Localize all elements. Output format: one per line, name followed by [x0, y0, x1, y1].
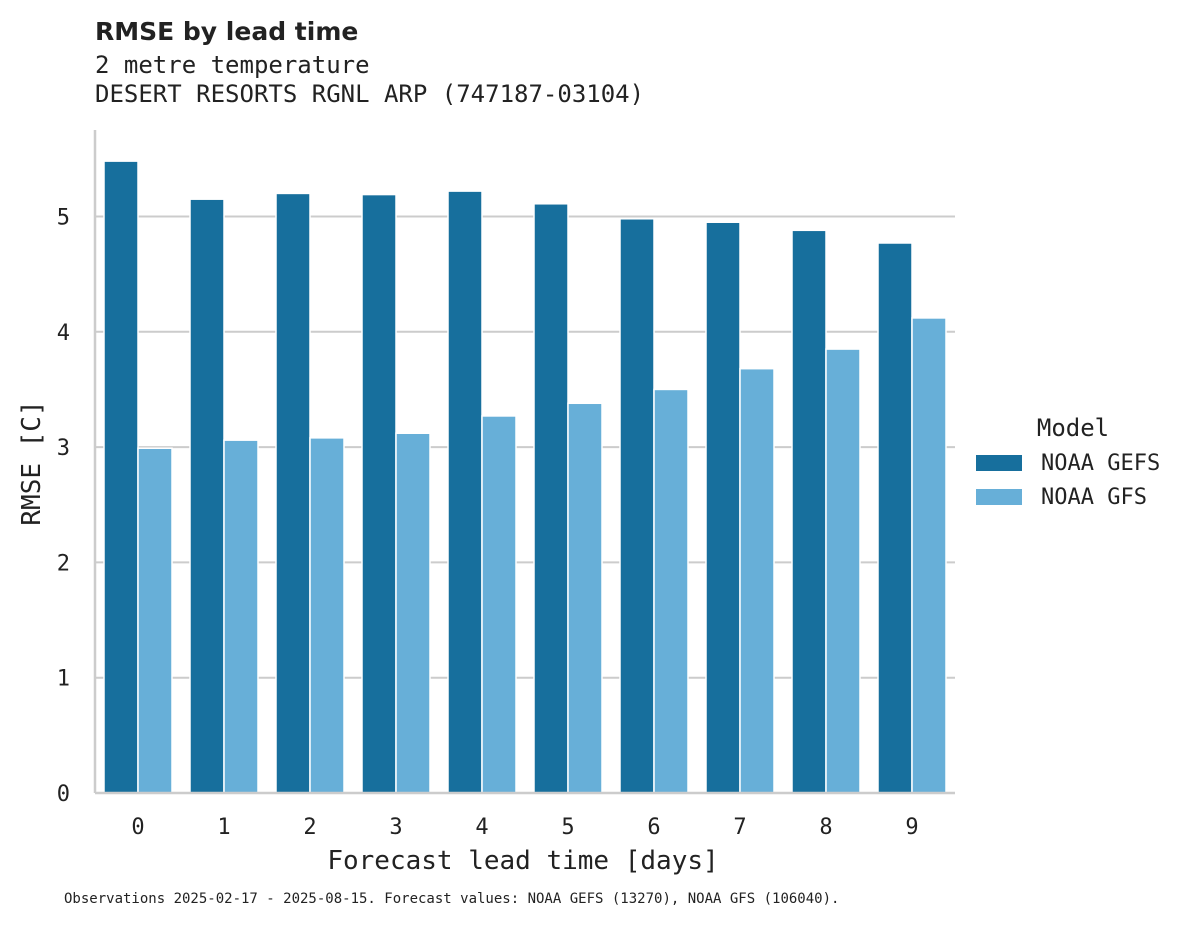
bar-noaa-gefs-6: [619, 218, 655, 794]
x-tick-label-8: 8: [819, 815, 832, 840]
y-tick-label-4: 4: [57, 321, 70, 346]
bar-noaa-gfs-2: [309, 437, 345, 794]
legend-title: Model: [1037, 414, 1109, 442]
legend-swatch-noaa-gfs: [976, 489, 1022, 505]
y-tick-label-2: 2: [57, 551, 70, 576]
bar-noaa-gfs-8: [825, 348, 861, 794]
chart-subtitle-station: DESERT RESORTS RGNL ARP (747187-03104): [95, 80, 645, 108]
y-tick-label-1: 1: [57, 667, 70, 692]
axes: 0 1 2 3 4 5 0 1 2 3 4 5 6 7 8 9 Forecast lead time [days…: [17, 130, 955, 876]
footer-note: Observations 2025-02-17 - 2025-08-15. Fo…: [64, 891, 840, 907]
x-tick-label-2: 2: [303, 815, 316, 840]
y-tick-label-0: 0: [57, 782, 70, 807]
bar-noaa-gefs-2: [275, 192, 311, 794]
legend-swatch-noaa-gefs: [976, 455, 1022, 471]
x-tick-label-3: 3: [389, 815, 402, 840]
bar-noaa-gefs-7: [705, 221, 741, 794]
legend-label-noaa-gefs: NOAA GEFS: [1041, 451, 1160, 476]
bar-noaa-gfs-9: [911, 317, 947, 794]
bar-noaa-gfs-4: [481, 415, 517, 794]
x-tick-label-5: 5: [561, 815, 574, 840]
chart-subtitle-variable: 2 metre temperature: [95, 51, 370, 79]
bar-noaa-gfs-0: [137, 447, 173, 794]
x-axis-label: Forecast lead time [days]: [327, 846, 718, 876]
bar-noaa-gfs-1: [223, 439, 259, 794]
bar-noaa-gfs-7: [739, 367, 775, 794]
x-tick-label-1: 1: [217, 815, 230, 840]
y-axis-label: RMSE [C]: [17, 400, 47, 525]
bar-noaa-gfs-3: [395, 432, 431, 794]
y-tick-label-5: 5: [57, 205, 70, 230]
y-tick-label-3: 3: [57, 436, 70, 461]
bar-noaa-gefs-5: [533, 203, 569, 794]
bar-noaa-gfs-6: [653, 388, 689, 794]
bar-noaa-gefs-1: [189, 198, 225, 794]
bar-noaa-gefs-3: [361, 193, 397, 794]
bar-noaa-gefs-8: [791, 229, 827, 794]
bar-noaa-gfs-5: [567, 402, 603, 794]
bars: [103, 160, 947, 794]
x-tick-label-7: 7: [733, 815, 746, 840]
x-tick-label-6: 6: [647, 815, 660, 840]
bar-noaa-gefs-4: [447, 190, 483, 794]
x-tick-label-4: 4: [475, 815, 488, 840]
x-tick-label-0: 0: [131, 815, 144, 840]
bar-noaa-gefs-9: [877, 242, 913, 794]
bar-noaa-gefs-0: [103, 160, 139, 794]
legend-label-noaa-gfs: NOAA GFS: [1041, 485, 1147, 510]
chart-title: RMSE by lead time: [95, 17, 359, 46]
legend: Model NOAA GEFS NOAA GFS: [976, 414, 1160, 510]
x-tick-label-9: 9: [905, 815, 918, 840]
